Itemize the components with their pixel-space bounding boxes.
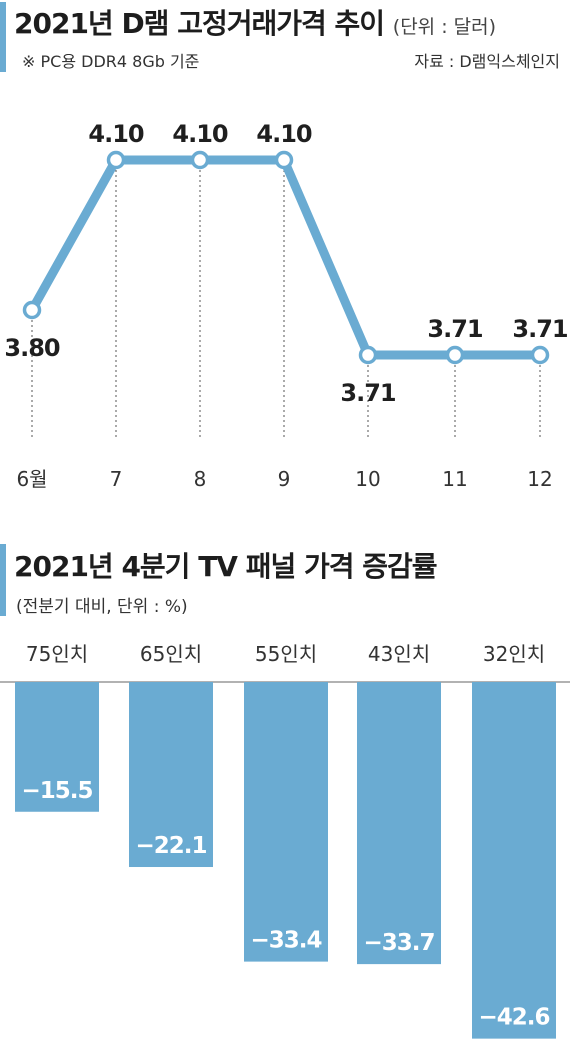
- x-tick-label: 12: [527, 467, 552, 491]
- dram-price-line-chart: 3.80 4.10 4.10 4.10 3.71 3.71 3.71 6월 7 8 9 10 11 12: [4, 120, 569, 491]
- bar: [15, 682, 99, 812]
- category-label: 43인치: [368, 642, 430, 666]
- x-tick-label: 11: [442, 467, 467, 491]
- category-label: 75인치: [26, 642, 88, 666]
- data-label: 4.10: [172, 120, 228, 148]
- data-point: [530, 345, 550, 365]
- bar-chart-title: 2021년 4분기 TV 패널 가격 증감률: [14, 550, 438, 583]
- data-point: [22, 300, 42, 320]
- bar-value-label: −42.6: [478, 1005, 549, 1031]
- category-label: 65인치: [140, 642, 202, 666]
- x-tick-label: 10: [355, 467, 380, 491]
- line-chart-unit: (단위 : 달러): [392, 16, 497, 38]
- tv-panel-bar-chart: 75인치 65인치 55인치 43인치 32인치 −15.5 −22.1 −33.4 −33.7…: [0, 642, 570, 1039]
- line-chart-title-row: 2021년 D램 고정거래가격 추이 (단위 : 달러): [14, 2, 496, 42]
- x-tick-label: 7: [110, 467, 123, 491]
- data-label: 3.71: [340, 379, 396, 407]
- data-label: 3.80: [4, 334, 60, 362]
- line-chart-source: 자료 : D램익스체인지: [414, 52, 560, 71]
- bar: [472, 682, 556, 1039]
- bar-value-label: −15.5: [21, 778, 92, 804]
- data-label: 3.71: [427, 315, 483, 343]
- bar: [129, 682, 213, 868]
- bar: [357, 682, 441, 965]
- bar-value-label: −22.1: [135, 833, 206, 859]
- bar-value-label: −33.4: [250, 928, 321, 954]
- title-accent-bar-2: [0, 544, 6, 616]
- title-accent-bar: [0, 2, 6, 72]
- data-point: [274, 150, 294, 170]
- bar-chart-unit: (전분기 대비, 단위 : %): [16, 597, 188, 617]
- line-chart-note: ※ PC용 DDR4 8Gb 기준: [22, 52, 200, 71]
- data-label: 4.10: [88, 120, 144, 148]
- line-chart-title: 2021년 D램 고정거래가격 추이: [14, 7, 385, 40]
- bar: [244, 682, 328, 962]
- x-tick-label: 8: [194, 467, 207, 491]
- category-label: 32인치: [483, 642, 545, 666]
- data-point: [190, 150, 210, 170]
- category-label: 55인치: [255, 642, 317, 666]
- x-tick-label: 6월: [16, 467, 47, 491]
- data-point: [445, 345, 465, 365]
- data-label: 4.10: [256, 120, 312, 148]
- x-tick-label: 9: [278, 467, 291, 491]
- data-label: 3.71: [512, 315, 568, 343]
- data-point: [106, 150, 126, 170]
- data-point: [358, 345, 378, 365]
- bar-value-label: −33.7: [363, 930, 434, 956]
